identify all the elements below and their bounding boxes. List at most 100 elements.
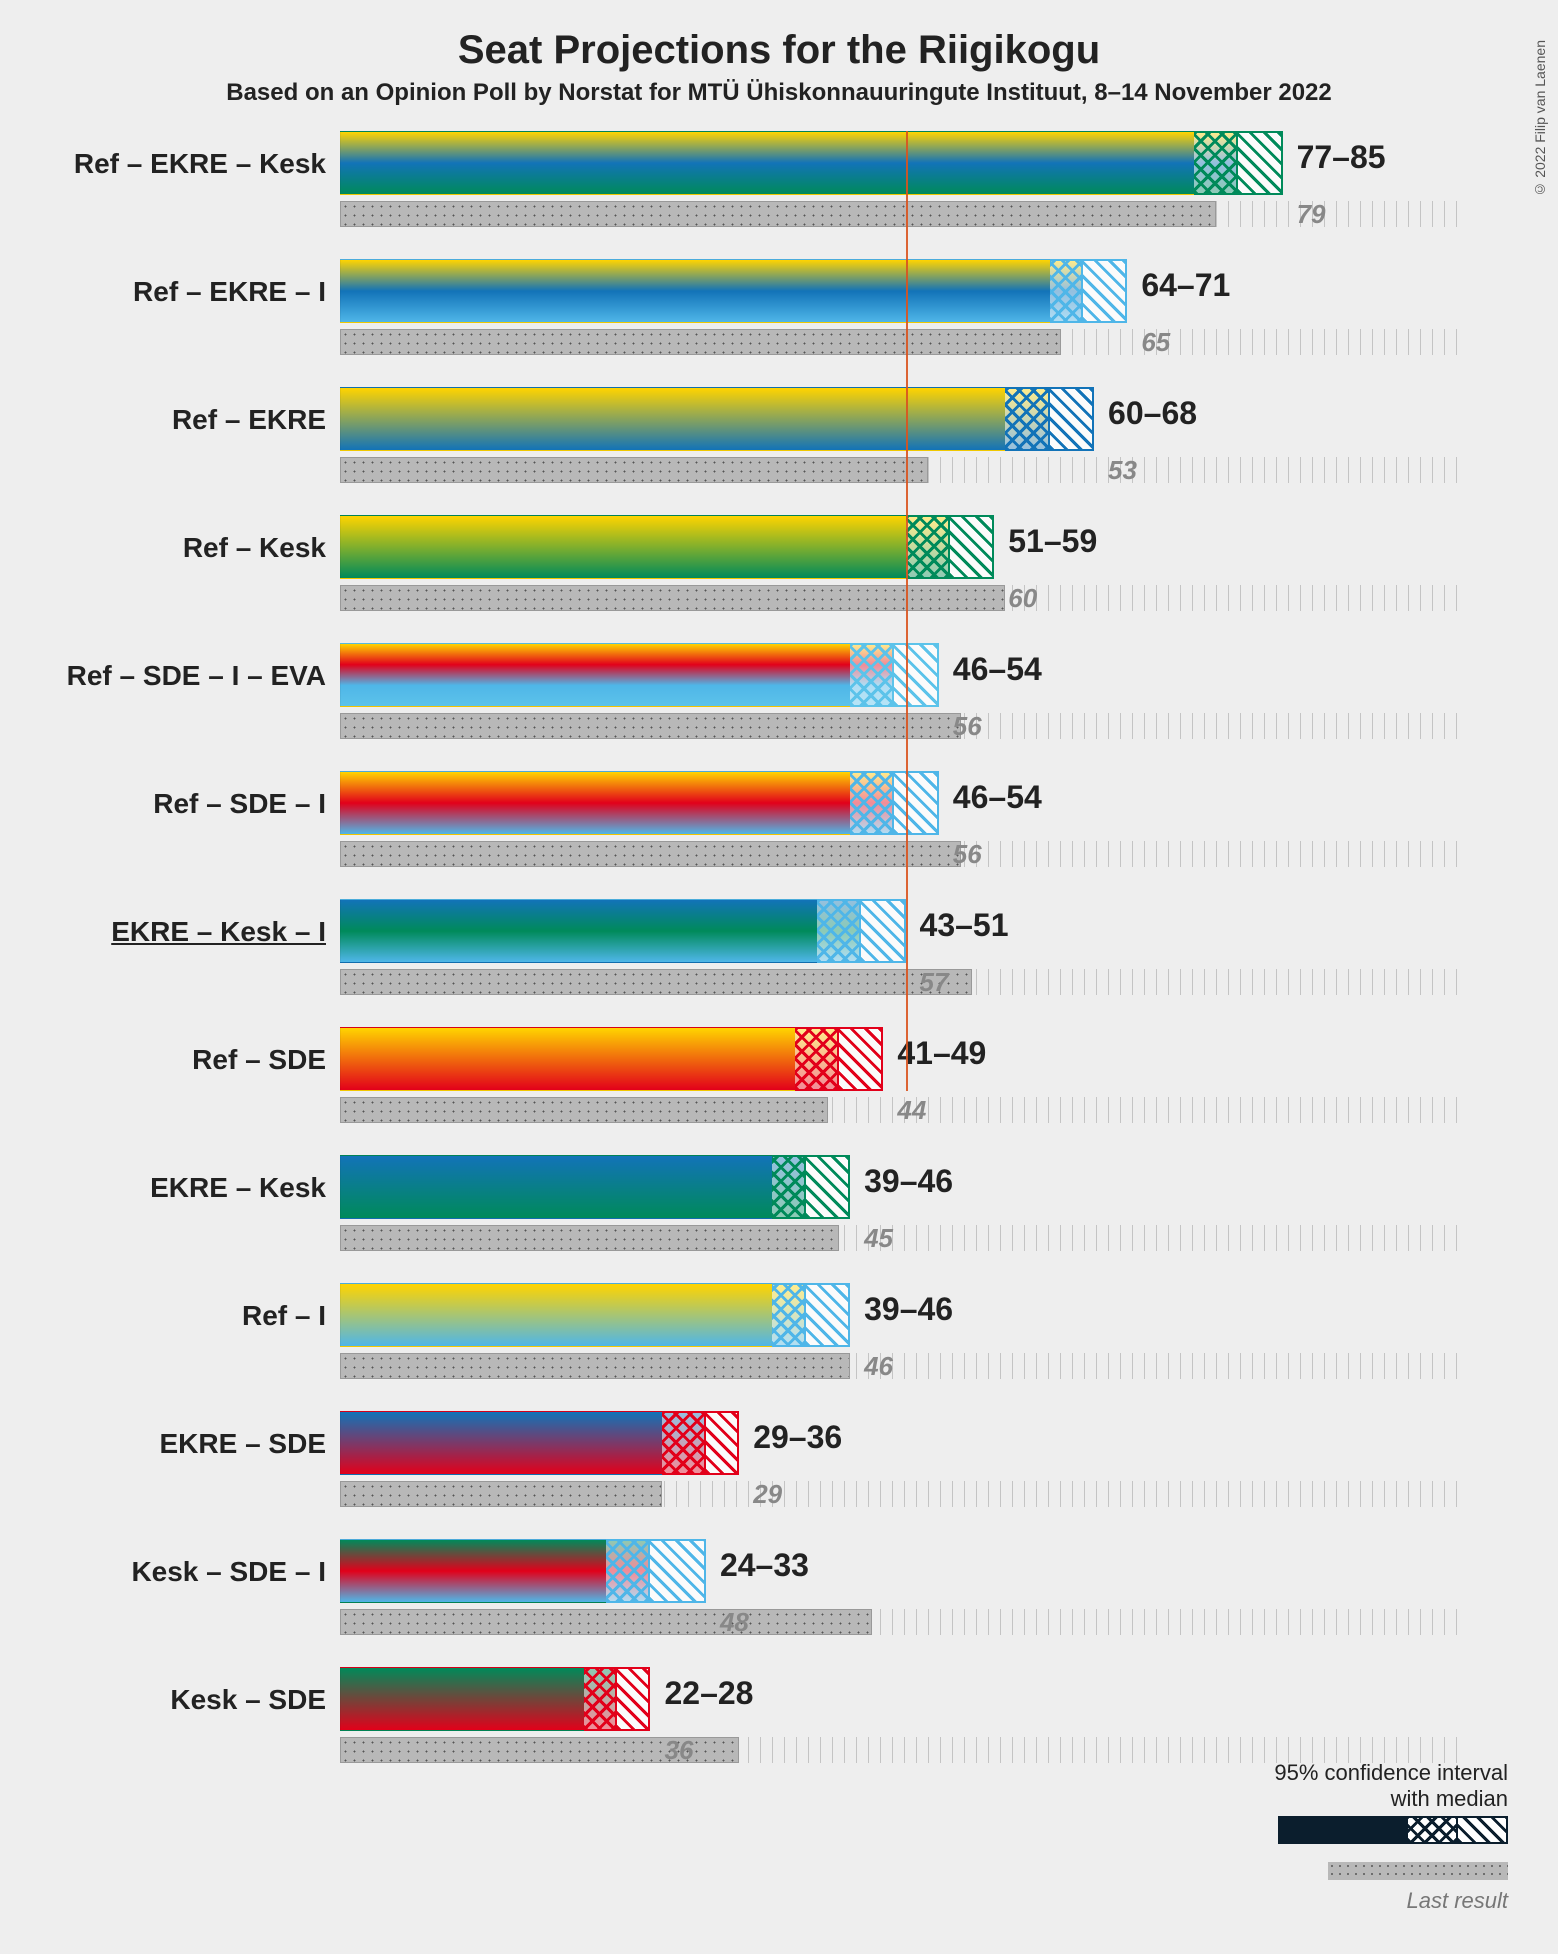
bar-area: 39–4646: [340, 1277, 1508, 1405]
projection-bar: [340, 1539, 650, 1603]
bar-area: 43–5157: [340, 893, 1508, 1021]
last-result-label: 65: [1141, 327, 1170, 358]
coalition-label: Ref – EKRE – Kesk: [50, 125, 340, 203]
range-label: 51–59: [1008, 523, 1097, 560]
seat-projection-chart: Ref – EKRE – Kesk77–8579Ref – EKRE – I64…: [50, 125, 1508, 1789]
coalition-row: EKRE – SDE29–3629: [50, 1405, 1508, 1533]
coalition-label: Kesk – SDE: [50, 1661, 340, 1739]
ci-high-hatch: [1083, 259, 1127, 323]
range-label: 39–46: [864, 1163, 953, 1200]
legend-last-swatch: [1328, 1862, 1508, 1880]
coalition-label: Ref – EKRE – I: [50, 253, 340, 331]
coalition-row: Ref – EKRE 60–68 53: [50, 381, 1508, 509]
last-result-bar: [340, 201, 1216, 227]
bar-area: 60–68 53: [340, 381, 1508, 509]
coalition-label: Ref – EKRE: [50, 381, 340, 459]
last-result-bar: [340, 713, 961, 739]
last-result-label: 53: [1108, 455, 1137, 486]
ci-high-hatch: [839, 1027, 883, 1091]
ci-high-hatch: [894, 771, 938, 835]
last-result-bar: [340, 1225, 839, 1251]
legend: 95% confidence interval with median Last…: [1274, 1760, 1508, 1914]
legend-last-label: Last result: [1274, 1888, 1508, 1914]
last-result-bar: [340, 457, 928, 483]
bar-area: 77–8579: [340, 125, 1508, 253]
ci-low-hatch: [606, 1539, 650, 1603]
ci-low-hatch: [1194, 131, 1238, 195]
coalition-label: Ref – SDE – I – EVA: [50, 637, 340, 715]
projection-bar: [340, 131, 1238, 195]
range-label: 60–68: [1108, 395, 1197, 432]
coalition-row: Ref – SDE41–4944: [50, 1021, 1508, 1149]
last-result-bar: [340, 1481, 662, 1507]
coalition-row: EKRE – Kesk39–4645: [50, 1149, 1508, 1277]
range-label: 46–54: [953, 779, 1042, 816]
ci-low-hatch: [584, 1667, 617, 1731]
ci-high-hatch: [894, 643, 938, 707]
range-label: 46–54: [953, 651, 1042, 688]
ci-high-hatch: [706, 1411, 739, 1475]
bar-area: 46–54 56: [340, 765, 1508, 893]
chart-subtitle: Based on an Opinion Poll by Norstat for …: [0, 73, 1558, 125]
bar-area: 24–3348: [340, 1533, 1508, 1661]
chart-title: Seat Projections for the Riigikogu: [0, 0, 1558, 73]
coalition-row: EKRE – Kesk – I43–5157: [50, 893, 1508, 1021]
last-result-label: 48: [720, 1607, 749, 1638]
ci-low-hatch: [772, 1283, 805, 1347]
last-result-bar: [340, 1609, 872, 1635]
ci-low-hatch: [795, 1027, 839, 1091]
projection-bar: [340, 259, 1083, 323]
coalition-label: Ref – SDE: [50, 1021, 340, 1099]
last-result-bar: [340, 969, 972, 995]
bar-area: 29–3629: [340, 1405, 1508, 1533]
coalition-label: Ref – Kesk: [50, 509, 340, 587]
ci-high-hatch: [806, 1155, 850, 1219]
last-result-bar: [340, 841, 961, 867]
projection-bar: [340, 1027, 839, 1091]
range-label: 64–71: [1141, 267, 1230, 304]
ci-high-hatch: [1050, 387, 1094, 451]
last-result-label: 60: [1008, 583, 1037, 614]
coalition-label: Ref – SDE – I: [50, 765, 340, 843]
ci-low-hatch: [817, 899, 861, 963]
projection-bar: [340, 771, 894, 835]
last-result-label: 44: [897, 1095, 926, 1126]
coalition-row: Ref – I39–4646: [50, 1277, 1508, 1405]
projection-bar: [340, 1283, 806, 1347]
ci-high-hatch: [650, 1539, 705, 1603]
legend-ci-swatch: [1278, 1816, 1508, 1844]
projection-bar: [340, 387, 1050, 451]
coalition-row: Ref – SDE – I – EVA 46–54 56: [50, 637, 1508, 765]
last-result-label: 56: [953, 839, 982, 870]
range-label: 29–36: [753, 1419, 842, 1456]
ci-low-hatch: [1005, 387, 1049, 451]
ci-high-hatch: [806, 1283, 850, 1347]
bar-area: 46–54 56: [340, 637, 1508, 765]
coalition-row: Ref – SDE – I 46–54 56: [50, 765, 1508, 893]
projection-bar: [340, 1411, 706, 1475]
bar-area: 41–4944: [340, 1021, 1508, 1149]
bar-area: 51–59 60: [340, 509, 1508, 637]
ci-high-hatch: [1238, 131, 1282, 195]
coalition-row: Kesk – SDE – I24–3348: [50, 1533, 1508, 1661]
last-result-label: 56: [953, 711, 982, 742]
range-label: 39–46: [864, 1291, 953, 1328]
ci-low-hatch: [1050, 259, 1083, 323]
ci-high-hatch: [617, 1667, 650, 1731]
ci-low-hatch: [906, 515, 950, 579]
bar-area: 64–71 65: [340, 253, 1508, 381]
copyright-text: © 2022 Filip van Laenen: [1532, 40, 1548, 198]
last-result-label: 57: [920, 967, 949, 998]
last-result-bar: [340, 329, 1061, 355]
projection-bar: [340, 1155, 806, 1219]
last-result-bar: [340, 1097, 828, 1123]
ci-low-hatch: [850, 771, 894, 835]
projection-bar: [340, 515, 950, 579]
majority-line: [906, 131, 908, 1091]
ci-low-hatch: [850, 643, 894, 707]
ci-low-hatch: [662, 1411, 706, 1475]
legend-ci-line2: with median: [1274, 1786, 1508, 1812]
last-result-label: 36: [664, 1735, 693, 1766]
projection-bar: [340, 643, 894, 707]
coalition-row: Ref – EKRE – Kesk77–8579: [50, 125, 1508, 253]
